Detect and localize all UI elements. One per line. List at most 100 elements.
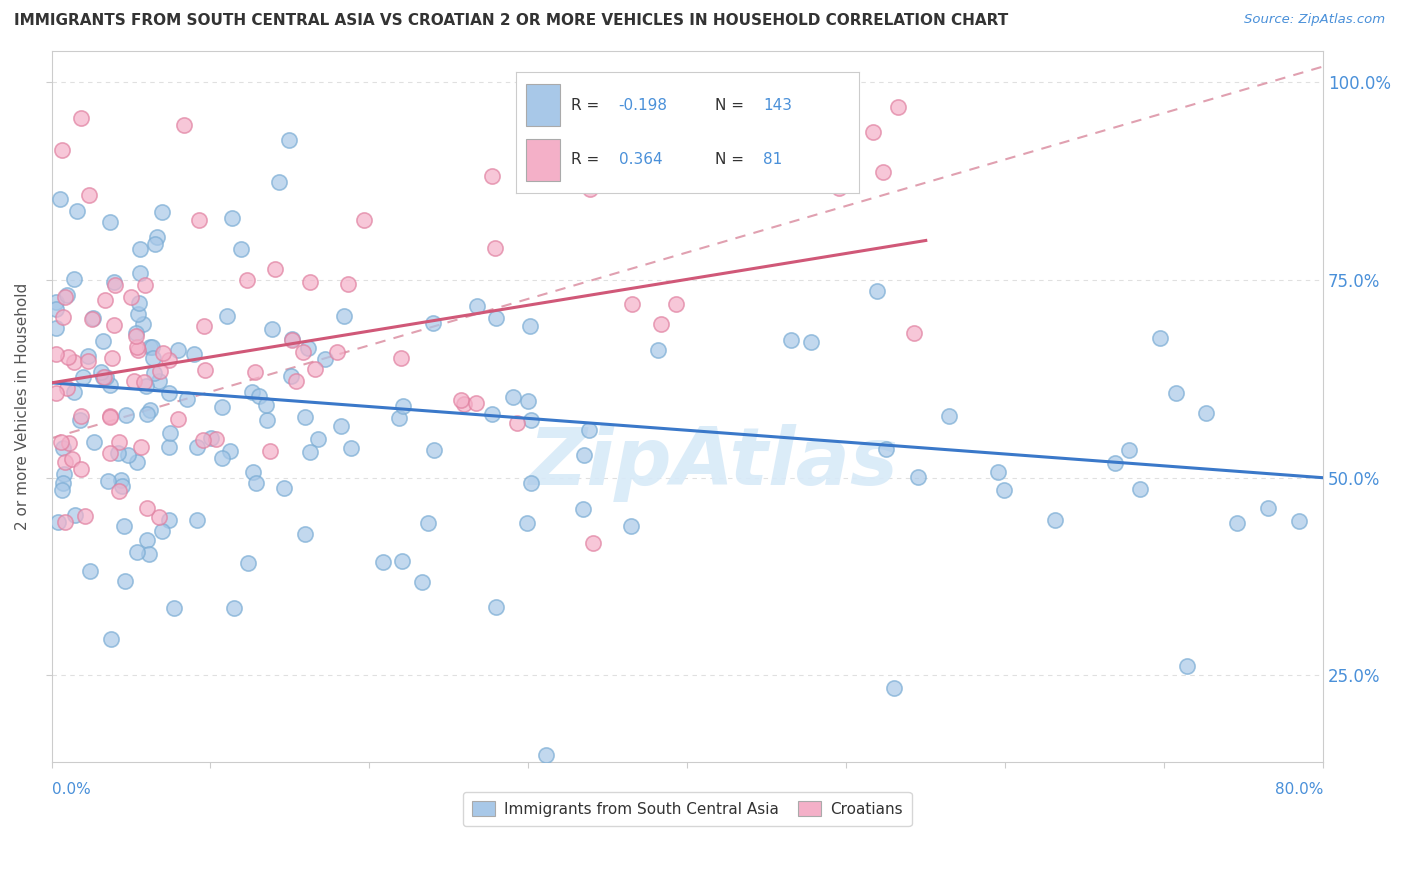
Point [107, 446, 129, 460]
Point [104, 277, 127, 292]
Point [1194, 406, 1216, 420]
Point [53, 290, 76, 304]
Point [416, 516, 439, 530]
Point [114, 574, 136, 588]
Point [46, 516, 69, 530]
Point [314, 352, 336, 367]
Point [938, 409, 960, 423]
Point [45, 301, 67, 316]
Text: IMMIGRANTS FROM SOUTH CENTRAL ASIA VS CROATIAN 2 OR MORE VEHICLES IN HOUSEHOLD C: IMMIGRANTS FROM SOUTH CENTRAL ASIA VS CR… [14, 13, 1008, 29]
Point [77, 349, 100, 363]
Point [866, 284, 889, 298]
Point [82, 311, 104, 326]
Point [235, 273, 257, 287]
Point [1164, 386, 1187, 401]
Point [326, 344, 349, 359]
Point [98, 409, 121, 424]
Point [422, 443, 444, 458]
Point [519, 475, 541, 490]
Point [297, 341, 319, 355]
Point [125, 545, 148, 559]
Point [517, 393, 540, 408]
Point [304, 362, 326, 376]
Point [547, 177, 569, 191]
Point [292, 345, 315, 359]
Point [167, 411, 190, 425]
Point [136, 407, 159, 421]
Point [387, 411, 409, 425]
Point [993, 483, 1015, 497]
Point [485, 311, 508, 326]
Point [259, 443, 281, 458]
Point [333, 309, 356, 323]
Point [157, 440, 180, 454]
Point [484, 241, 506, 255]
Point [193, 433, 215, 447]
Point [79, 565, 101, 579]
Y-axis label: 2 or more Vehicles in Household: 2 or more Vehicles in Household [15, 283, 30, 530]
Point [138, 547, 160, 561]
Point [872, 164, 894, 178]
Point [353, 213, 375, 227]
Text: Source: ZipAtlas.com: Source: ZipAtlas.com [1244, 13, 1385, 27]
Point [110, 473, 132, 487]
Point [875, 442, 897, 457]
Point [280, 369, 302, 384]
Point [186, 513, 208, 527]
Point [582, 536, 605, 550]
Point [1118, 443, 1140, 458]
Point [108, 484, 131, 499]
Point [80, 311, 103, 326]
Point [298, 275, 321, 289]
Point [149, 363, 172, 377]
Point [340, 441, 363, 455]
Point [254, 398, 277, 412]
Point [534, 747, 557, 762]
Point [222, 600, 245, 615]
Point [114, 408, 136, 422]
Point [578, 423, 600, 437]
Point [108, 435, 131, 450]
Point [132, 375, 155, 389]
Point [828, 181, 851, 195]
Point [392, 399, 415, 413]
Point [173, 118, 195, 132]
Point [112, 519, 135, 533]
Point [52, 476, 75, 491]
Point [262, 321, 284, 335]
Point [450, 393, 472, 408]
Point [502, 390, 524, 404]
Point [120, 290, 142, 304]
Point [124, 374, 146, 388]
Point [97, 474, 120, 488]
Point [53, 467, 76, 482]
Point [187, 212, 209, 227]
Point [236, 556, 259, 570]
Point [1104, 456, 1126, 470]
Point [56, 381, 79, 395]
Point [98, 378, 121, 392]
Point [193, 318, 215, 333]
Point [72, 369, 94, 384]
Point [45, 346, 67, 360]
Point [245, 365, 267, 379]
Point [150, 205, 173, 219]
Point [90, 365, 112, 379]
Point [1149, 330, 1171, 344]
Point [63, 272, 86, 286]
Point [53, 515, 76, 529]
Point [129, 242, 152, 256]
Point [127, 343, 149, 357]
Point [60, 451, 83, 466]
Point [142, 351, 165, 365]
Point [103, 275, 125, 289]
Point [621, 297, 644, 311]
Point [125, 455, 148, 469]
Point [51, 434, 73, 449]
Point [157, 513, 180, 527]
Point [903, 326, 925, 340]
Point [391, 554, 413, 568]
Point [135, 500, 157, 515]
Point [51, 143, 73, 157]
Point [128, 296, 150, 310]
